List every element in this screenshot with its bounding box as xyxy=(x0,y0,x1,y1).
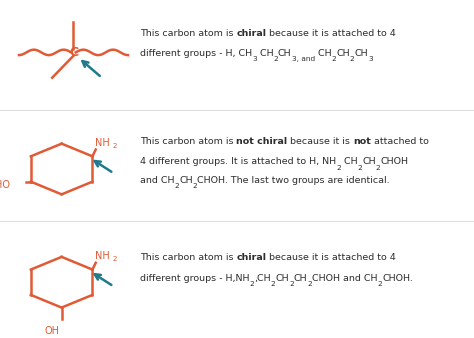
Text: 2: 2 xyxy=(378,281,383,287)
Text: 2: 2 xyxy=(113,143,117,149)
Text: 2: 2 xyxy=(249,281,254,287)
Text: This carbon atom is: This carbon atom is xyxy=(140,254,237,263)
Text: different groups - H,NH: different groups - H,NH xyxy=(140,274,249,283)
Text: CHOH.: CHOH. xyxy=(383,274,413,283)
Text: CHOH. The last two groups are identical.: CHOH. The last two groups are identical. xyxy=(198,176,390,185)
Text: NH: NH xyxy=(95,251,109,261)
Text: 2: 2 xyxy=(174,183,179,189)
Text: 2: 2 xyxy=(273,56,278,63)
Text: 2: 2 xyxy=(271,281,275,287)
Text: 2: 2 xyxy=(193,183,198,189)
Text: CH: CH xyxy=(294,274,308,283)
Text: CH: CH xyxy=(278,49,292,58)
Text: ,CH: ,CH xyxy=(254,274,271,283)
Text: CH: CH xyxy=(362,157,376,166)
Text: chiral: chiral xyxy=(237,29,266,38)
Text: 2: 2 xyxy=(350,56,355,63)
Text: 2: 2 xyxy=(357,165,362,171)
Text: not: not xyxy=(353,137,371,146)
Text: 2: 2 xyxy=(376,165,381,171)
Text: CH: CH xyxy=(315,49,331,58)
Text: CH: CH xyxy=(355,49,368,58)
Text: CH: CH xyxy=(179,176,193,185)
Text: CH: CH xyxy=(256,49,273,58)
Text: 2: 2 xyxy=(289,281,294,287)
Text: 2: 2 xyxy=(336,165,341,171)
Text: 2: 2 xyxy=(113,256,117,262)
Text: CHOH: CHOH xyxy=(381,157,409,166)
Text: 2: 2 xyxy=(331,56,336,63)
Text: chiral: chiral xyxy=(237,254,266,263)
Text: 3: 3 xyxy=(368,56,373,63)
Text: 3, and: 3, and xyxy=(292,56,315,63)
Text: because it is attached to 4: because it is attached to 4 xyxy=(266,254,396,263)
Text: C: C xyxy=(69,46,78,59)
Text: attached to: attached to xyxy=(371,137,429,146)
Text: and CH: and CH xyxy=(140,176,174,185)
Text: 4 different groups. It is attached to H, NH: 4 different groups. It is attached to H,… xyxy=(140,157,336,166)
Text: because it is attached to 4: because it is attached to 4 xyxy=(266,29,396,38)
Text: This carbon atom is: This carbon atom is xyxy=(140,137,237,146)
Text: different groups - H, CH: different groups - H, CH xyxy=(140,49,252,58)
Text: OH: OH xyxy=(45,326,60,336)
Text: HO: HO xyxy=(0,180,10,190)
Text: CH: CH xyxy=(341,157,357,166)
Text: because it is: because it is xyxy=(287,137,353,146)
Text: 3: 3 xyxy=(252,56,256,63)
Text: NH: NH xyxy=(95,138,109,148)
Text: CH: CH xyxy=(275,274,289,283)
Text: not chiral: not chiral xyxy=(237,137,287,146)
Text: CHOH and CH: CHOH and CH xyxy=(312,274,378,283)
Text: 2: 2 xyxy=(308,281,312,287)
Text: This carbon atom is: This carbon atom is xyxy=(140,29,237,38)
Text: CH: CH xyxy=(336,49,350,58)
